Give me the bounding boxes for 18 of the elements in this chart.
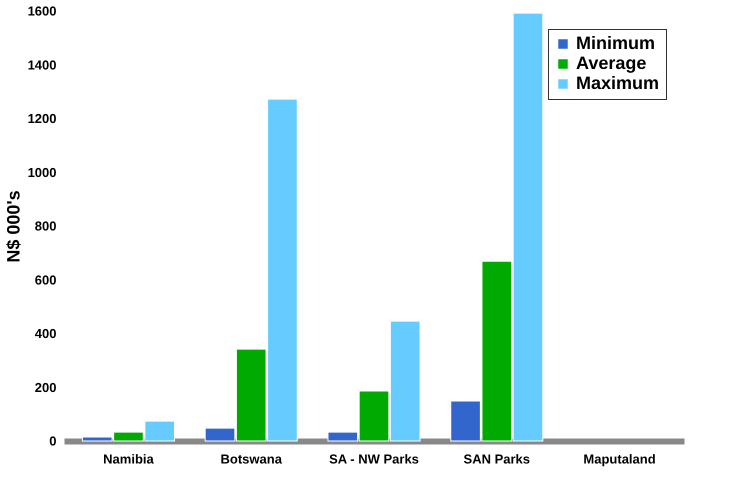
legend-label: Maximum (576, 73, 660, 93)
y-tick-label: 0 (49, 434, 56, 448)
x-tick-label: SA - NW Parks (329, 452, 419, 466)
y-tick-label: 200 (34, 380, 56, 395)
x-tick-label: Maputaland (583, 452, 656, 466)
y-tick-label: 600 (34, 272, 56, 288)
y-tick-label: 400 (34, 326, 56, 341)
legend-label: Average (576, 53, 646, 73)
x-tick-label: SAN Parks (464, 452, 530, 466)
y-axis-title: N$ 000's (4, 190, 24, 263)
legend-label: Minimum (576, 33, 655, 53)
y-tick-label: 1200 (28, 111, 56, 126)
x-tick-label: Botswana (220, 452, 283, 466)
y-tick-label: 1000 (28, 164, 56, 180)
y-tick-label: 1400 (28, 57, 56, 72)
y-tick-label: 800 (34, 218, 56, 234)
x-tick-label: Namibia (103, 452, 155, 466)
y-tick-label: 1600 (28, 4, 56, 18)
